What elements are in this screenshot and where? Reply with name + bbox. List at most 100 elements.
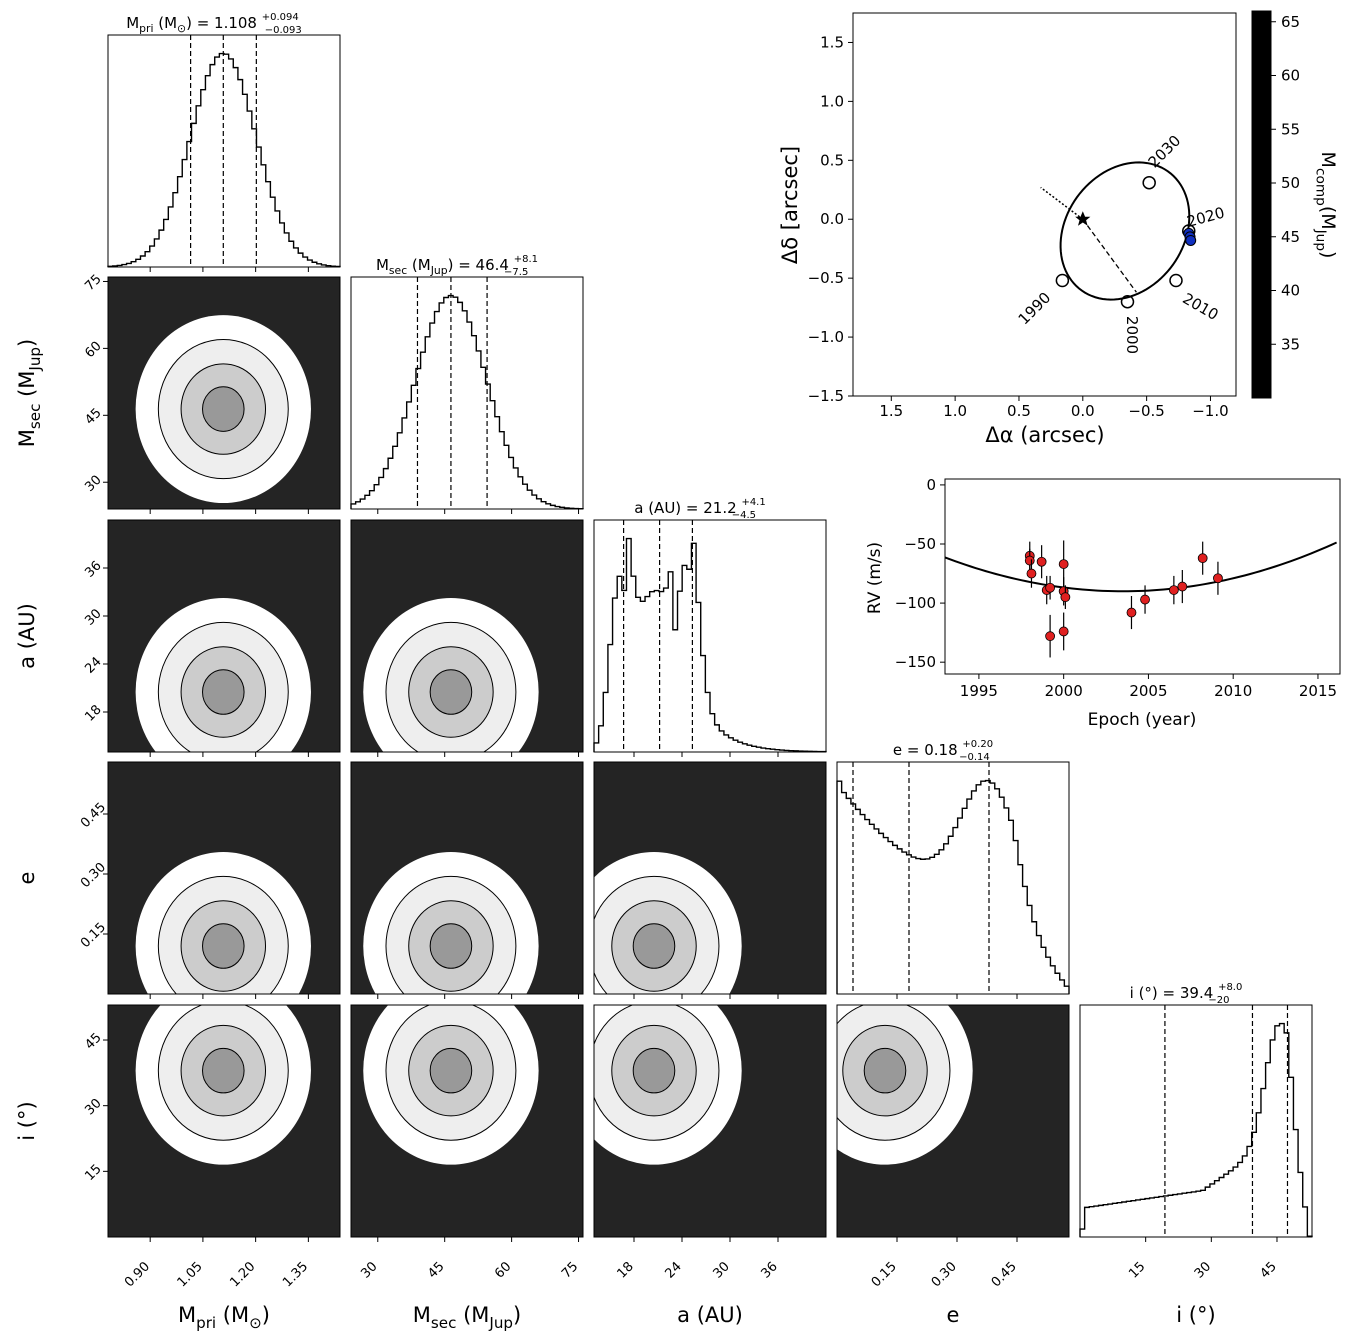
label-part: (M bbox=[153, 14, 177, 32]
label-part: ) bbox=[262, 1303, 270, 1327]
x-tick-label: 1.35 bbox=[280, 1259, 311, 1290]
label-part: Jup bbox=[430, 264, 448, 277]
x-tick-label: 75 bbox=[559, 1259, 581, 1281]
label-part: ) bbox=[186, 14, 192, 32]
rv-panel: 1995 2000 2005 2010 2015 0 −50 −100 −150 Epoch (y… bbox=[865, 476, 1341, 730]
x-tick-label: 36 bbox=[759, 1259, 781, 1281]
x-tick-label: 2015 bbox=[1299, 682, 1337, 700]
periastron-line bbox=[1040, 186, 1084, 220]
title-mpri: Mpri (M⊙) = 1.108 +0.094 −0.093 bbox=[126, 12, 302, 36]
colorbar-tick-label: 65 bbox=[1281, 13, 1300, 31]
x-tick-label: 30 bbox=[711, 1259, 733, 1281]
label-part: Jup bbox=[1313, 229, 1329, 251]
label-part: i (°) bbox=[1130, 984, 1158, 1002]
colorbar-tick-label: 55 bbox=[1281, 120, 1300, 138]
joint-panel-mpri-inc bbox=[103, 1004, 341, 1242]
colorbar-tick-label: 35 bbox=[1281, 335, 1300, 353]
orbit-samples bbox=[1040, 161, 1197, 309]
y-tick-label: 18 bbox=[82, 702, 104, 724]
rv-point bbox=[1036, 556, 1047, 567]
rv-point bbox=[1140, 594, 1150, 605]
label-part: M bbox=[1317, 152, 1339, 168]
label-part: ⊙ bbox=[249, 1314, 262, 1332]
rv-y-label: RV (m/s) bbox=[865, 542, 885, 614]
label-part: M bbox=[376, 256, 389, 274]
title-minus: −4.5 bbox=[732, 510, 756, 521]
label-part: ) bbox=[1317, 251, 1339, 258]
label-part: M bbox=[178, 1303, 196, 1327]
x-tick-label: 2000 bbox=[1045, 682, 1083, 700]
label-part: = 46.4 bbox=[453, 256, 513, 274]
title-minus: −7.5 bbox=[504, 267, 528, 278]
rv-point bbox=[1126, 607, 1137, 618]
y-tick-label: 0.30 bbox=[78, 860, 109, 891]
contour-core bbox=[202, 923, 245, 969]
y-tick-label: 30 bbox=[82, 473, 104, 495]
x-axis-label-a: a (AU) bbox=[677, 1303, 743, 1327]
colorbar bbox=[1251, 10, 1272, 399]
x-tick-label: 1.05 bbox=[175, 1259, 206, 1290]
label-part: ⊙ bbox=[177, 22, 186, 35]
y-tick-label: −1.0 bbox=[808, 328, 844, 346]
y-tick-label: −150 bbox=[895, 653, 936, 671]
diag-panel-mpri bbox=[107, 34, 341, 272]
x-tick-label: 1.20 bbox=[227, 1259, 258, 1290]
label-part: ) bbox=[15, 339, 39, 347]
contour-core bbox=[429, 1047, 473, 1094]
label-part: sec bbox=[26, 404, 44, 429]
label-part: = 1.108 bbox=[192, 14, 262, 32]
label-part: M bbox=[413, 1303, 431, 1327]
histogram-a bbox=[593, 537, 827, 753]
scatter-area bbox=[594, 762, 826, 994]
x-tick-label: 45 bbox=[425, 1259, 447, 1281]
label-part: Jup bbox=[26, 347, 44, 372]
y-tick-label: 0.0 bbox=[820, 210, 844, 228]
y-tick-label: 1.0 bbox=[820, 92, 844, 110]
rv-point bbox=[1024, 555, 1035, 566]
title-minus: −0.093 bbox=[265, 25, 302, 36]
diag-panel-msec bbox=[350, 276, 584, 514]
title-e: e = 0.18 +0.20 −0.14 bbox=[893, 739, 993, 763]
histogram-e bbox=[836, 779, 1070, 994]
contour-core bbox=[429, 669, 473, 715]
colorbar-tick-label: 50 bbox=[1281, 174, 1300, 192]
x-tick-label: 30 bbox=[358, 1259, 380, 1281]
star-icon bbox=[1075, 211, 1091, 226]
title-minus: −20 bbox=[1208, 995, 1229, 1006]
x-axis-label-inc: i (°) bbox=[1176, 1303, 1215, 1327]
epoch-marker bbox=[1055, 273, 1070, 288]
x-tick-label: 30 bbox=[1192, 1259, 1214, 1281]
x-tick-label: 0.15 bbox=[869, 1259, 900, 1290]
x-tick-label: 45 bbox=[1258, 1259, 1280, 1281]
joint-panel-mpri-e bbox=[103, 761, 341, 999]
label-part: a (AU) bbox=[634, 499, 681, 517]
joint-panel-mpri-msec bbox=[103, 276, 341, 514]
contour-core bbox=[429, 923, 473, 969]
joint-panel-e-inc bbox=[836, 1004, 1070, 1242]
scatter-area bbox=[351, 1005, 583, 1237]
rv-best-fit bbox=[945, 541, 1338, 593]
rv-point bbox=[1213, 573, 1223, 584]
joint-panel-a-inc bbox=[593, 1004, 827, 1242]
y-tick-label: 60 bbox=[82, 339, 104, 361]
label-part: sec bbox=[431, 1314, 456, 1332]
rv-point bbox=[1026, 568, 1037, 579]
y-tick-label: 0.45 bbox=[78, 800, 109, 831]
rv-point bbox=[1058, 626, 1069, 637]
panel-frame bbox=[593, 761, 827, 995]
diag-panel-inc bbox=[1079, 1004, 1313, 1242]
colorbar-tick-label: 40 bbox=[1281, 282, 1300, 300]
label-part: (M bbox=[456, 1303, 489, 1327]
contour-core bbox=[632, 923, 676, 969]
label-part: = 0.18 bbox=[902, 741, 962, 759]
epoch-marker bbox=[1169, 273, 1183, 288]
line-of-nodes bbox=[1082, 218, 1137, 293]
panel-frame bbox=[836, 761, 1070, 995]
scatter-area bbox=[108, 520, 340, 752]
histogram-mpri bbox=[107, 52, 341, 268]
x-tick-label: −0.5 bbox=[1128, 402, 1164, 420]
y-tick-label: 24 bbox=[82, 654, 104, 676]
best-orbit bbox=[1059, 161, 1191, 301]
label-part: (M bbox=[15, 371, 39, 404]
